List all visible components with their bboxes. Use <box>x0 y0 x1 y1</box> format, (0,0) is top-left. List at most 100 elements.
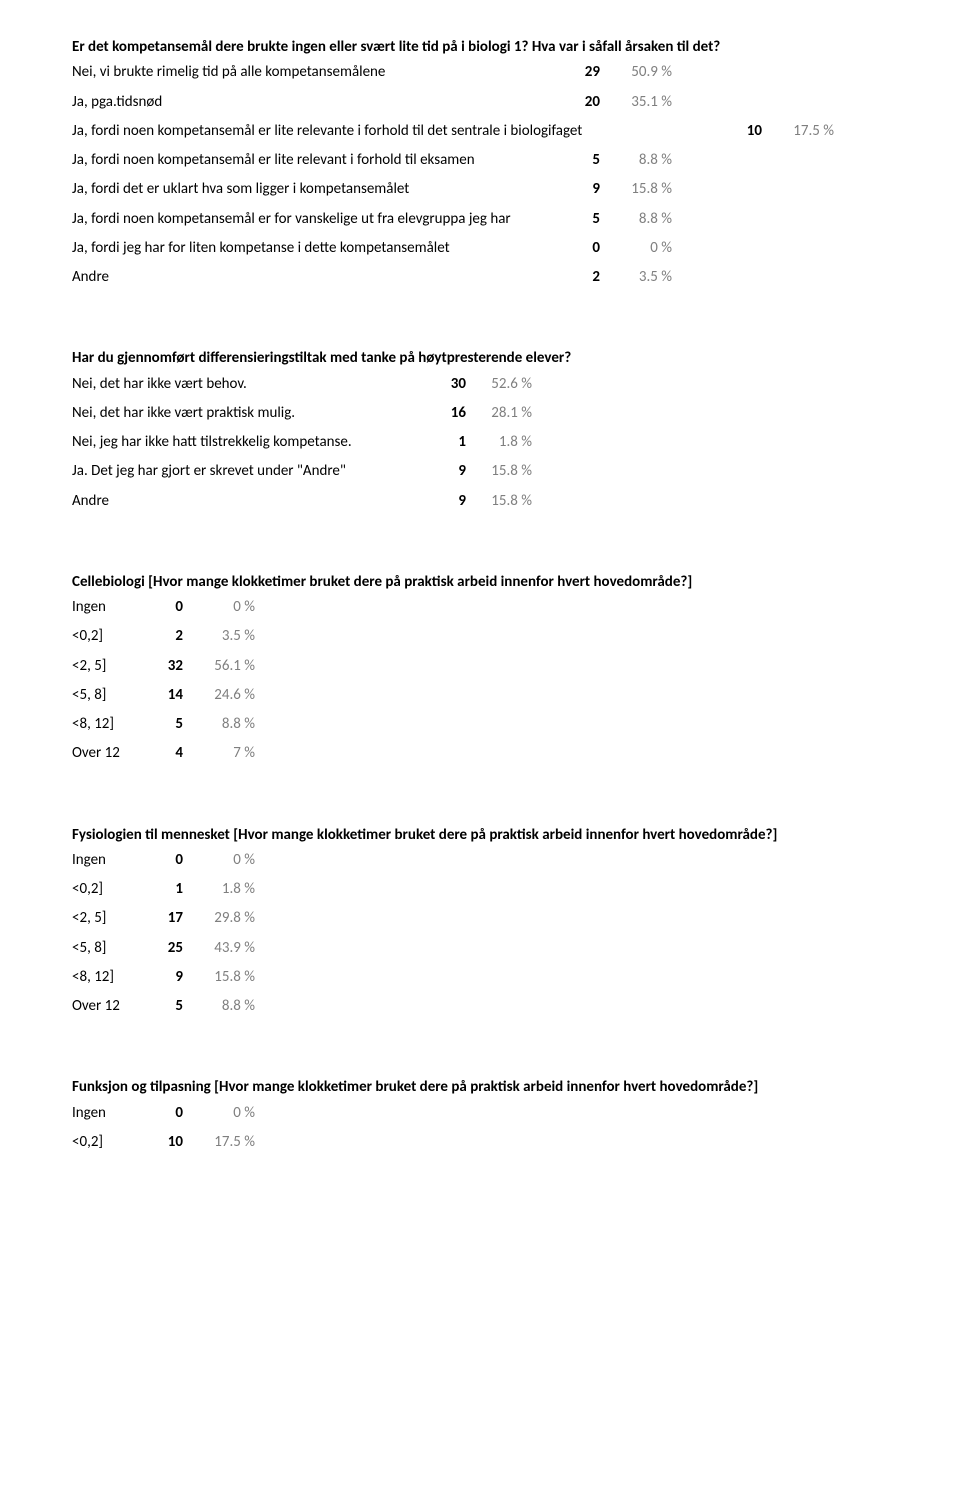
q1-rows: Nei, vi brukte rimelig tid på alle kompe… <box>72 61 890 289</box>
response-count: 32 <box>147 655 183 678</box>
response-count: 9 <box>147 966 183 989</box>
response-count: 5 <box>550 208 600 231</box>
question-block-3: Cellebiologi [Hvor mange klokketimer bru… <box>72 571 890 766</box>
response-row: <0,2]23.5 % <box>72 625 890 648</box>
response-count: 10 <box>712 120 762 143</box>
response-row: <0,2]11.8 % <box>72 878 890 901</box>
response-count: 14 <box>147 684 183 707</box>
q4-rows: Ingen00 % <0,2]11.8 % <2, 5]1729.8 % <5, 8]… <box>72 849 890 1019</box>
response-label: <2, 5] <box>72 907 147 930</box>
response-count: 29 <box>550 61 600 84</box>
response-count: 16 <box>424 402 466 425</box>
response-label: Over 12 <box>72 995 147 1018</box>
response-label: <0,2] <box>72 878 147 901</box>
response-count: 10 <box>147 1131 183 1154</box>
question-title: Har du gjennomført differensieringstilta… <box>72 347 890 370</box>
response-pct: 17.5 % <box>183 1131 255 1154</box>
response-count: 2 <box>147 625 183 648</box>
response-count: 5 <box>147 713 183 736</box>
response-label: <0,2] <box>72 625 147 648</box>
response-pct: 0 % <box>183 596 255 619</box>
response-count: 17 <box>147 907 183 930</box>
response-label: Andre <box>72 490 424 513</box>
q3-rows: Ingen00 % <0,2]23.5 % <2, 5]3256.1 % <5, 8]… <box>72 596 890 766</box>
response-row: Ja, fordi jeg har for liten kompetanse i… <box>72 237 890 260</box>
response-row: Ja, pga.tidsnød2035.1 % <box>72 91 890 114</box>
response-row: Nei, vi brukte rimelig tid på alle kompe… <box>72 61 890 84</box>
response-count: 4 <box>147 742 183 765</box>
response-row: Over 1247 % <box>72 742 890 765</box>
response-pct: 17.5 % <box>762 120 834 143</box>
response-row: <2, 5]1729.8 % <box>72 907 890 930</box>
response-pct: 0 % <box>600 237 672 260</box>
response-label: Ja, fordi jeg har for liten kompetanse i… <box>72 237 550 260</box>
response-row: Ingen00 % <box>72 596 890 619</box>
response-pct: 52.6 % <box>466 373 532 396</box>
response-pct: 0 % <box>183 1102 255 1125</box>
response-label: <0,2] <box>72 1131 147 1154</box>
response-label: <5, 8] <box>72 684 147 707</box>
response-pct: 8.8 % <box>600 149 672 172</box>
response-row: Andre23.5 % <box>72 266 890 289</box>
question-block-5: Funksjon og tilpasning [Hvor mange klokk… <box>72 1076 890 1154</box>
response-pct: 1.8 % <box>183 878 255 901</box>
response-row: <2, 5]3256.1 % <box>72 655 890 678</box>
response-count: 0 <box>147 596 183 619</box>
response-pct: 8.8 % <box>183 995 255 1018</box>
response-label: Ingen <box>72 596 147 619</box>
response-pct: 15.8 % <box>183 966 255 989</box>
response-row: Ja. Det jeg har gjort er skrevet under "… <box>72 460 890 483</box>
question-block-1: Er det kompetansemål dere brukte ingen e… <box>72 36 890 289</box>
question-title: Funksjon og tilpasning [Hvor mange klokk… <box>72 1076 890 1099</box>
response-pct: 29.8 % <box>183 907 255 930</box>
response-row: <0,2]1017.5 % <box>72 1131 890 1154</box>
response-label: Ja, fordi noen kompetansemål er lite rel… <box>72 120 712 143</box>
response-pct: 3.5 % <box>183 625 255 648</box>
question-block-4: Fysiologien til mennesket [Hvor mange kl… <box>72 824 890 1019</box>
response-count: 1 <box>147 878 183 901</box>
response-count: 9 <box>424 490 466 513</box>
response-count: 25 <box>147 937 183 960</box>
response-row: Ja, fordi det er uklart hva som ligger i… <box>72 178 890 201</box>
response-label: Ja, fordi det er uklart hva som ligger i… <box>72 178 550 201</box>
response-row: Nei, det har ikke vært praktisk mulig.16… <box>72 402 890 425</box>
response-row: <5, 8]2543.9 % <box>72 937 890 960</box>
response-row: Ingen00 % <box>72 1102 890 1125</box>
response-label: <2, 5] <box>72 655 147 678</box>
response-label: Andre <box>72 266 550 289</box>
response-label: Nei, det har ikke vært praktisk mulig. <box>72 402 424 425</box>
response-pct: 8.8 % <box>600 208 672 231</box>
response-count: 0 <box>147 849 183 872</box>
response-pct: 15.8 % <box>600 178 672 201</box>
response-pct: 1.8 % <box>466 431 532 454</box>
response-pct: 28.1 % <box>466 402 532 425</box>
response-pct: 15.8 % <box>466 460 532 483</box>
response-row: Nei, jeg har ikke hatt tilstrekkelig kom… <box>72 431 890 454</box>
response-label: Nei, vi brukte rimelig tid på alle kompe… <box>72 61 550 84</box>
response-count: 0 <box>147 1102 183 1125</box>
response-row: Ja, fordi noen kompetansemål er for vans… <box>72 208 890 231</box>
response-row: <8, 12]58.8 % <box>72 713 890 736</box>
response-row: Ingen00 % <box>72 849 890 872</box>
response-pct: 50.9 % <box>600 61 672 84</box>
response-label: Nei, det har ikke vært behov. <box>72 373 424 396</box>
response-label: Ingen <box>72 1102 147 1125</box>
response-count: 1 <box>424 431 466 454</box>
response-pct: 15.8 % <box>466 490 532 513</box>
response-count: 2 <box>550 266 600 289</box>
response-label: <8, 12] <box>72 966 147 989</box>
question-title: Er det kompetansemål dere brukte ingen e… <box>72 36 890 59</box>
response-label: Nei, jeg har ikke hatt tilstrekkelig kom… <box>72 431 424 454</box>
response-row: <5, 8]1424.6 % <box>72 684 890 707</box>
response-pct: 3.5 % <box>600 266 672 289</box>
response-count: 9 <box>424 460 466 483</box>
response-row: Over 1258.8 % <box>72 995 890 1018</box>
response-row: Ja, fordi noen kompetansemål er lite rel… <box>72 120 890 143</box>
response-pct: 0 % <box>183 849 255 872</box>
response-pct: 35.1 % <box>600 91 672 114</box>
question-title: Cellebiologi [Hvor mange klokketimer bru… <box>72 571 890 594</box>
response-label: Ingen <box>72 849 147 872</box>
response-pct: 56.1 % <box>183 655 255 678</box>
response-row: <8, 12]915.8 % <box>72 966 890 989</box>
response-row: Andre915.8 % <box>72 490 890 513</box>
